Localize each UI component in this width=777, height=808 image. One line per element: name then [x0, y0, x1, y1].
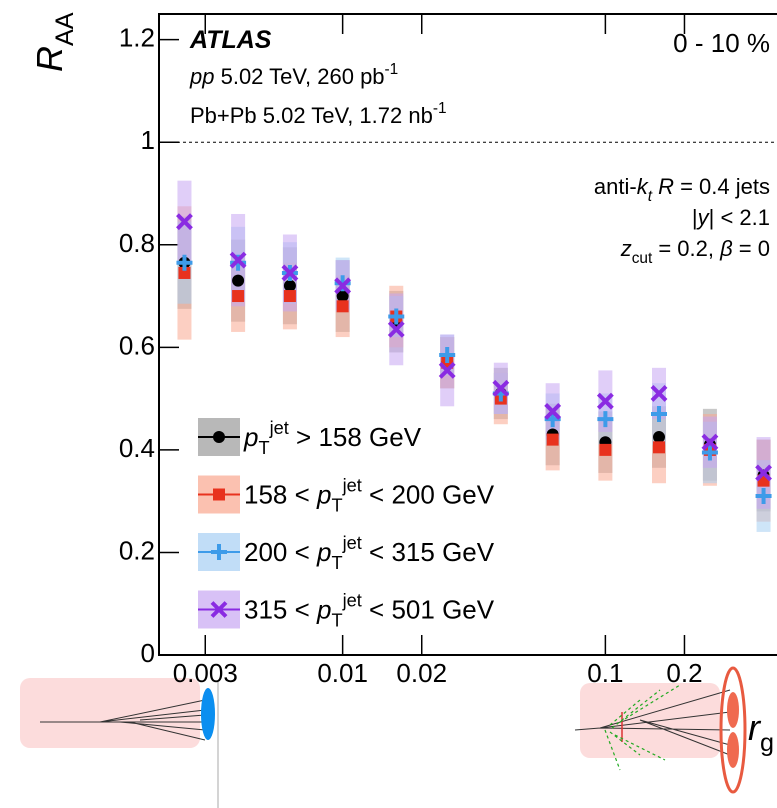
legend-marker [213, 488, 225, 501]
y-tick-label: 0.8 [119, 228, 155, 258]
x-tick-label: 0.2 [666, 658, 702, 688]
marker [388, 308, 405, 325]
marker [755, 488, 772, 505]
marker [650, 385, 668, 402]
marker [544, 403, 562, 420]
marker [176, 254, 193, 271]
marker [653, 441, 666, 454]
marker [596, 392, 614, 410]
marker [653, 431, 666, 444]
annotation: 0 - 10 % [673, 28, 770, 58]
legend-label: 158 < pTjet < 200 GeV [244, 475, 495, 515]
x-axis-label: rg [748, 707, 774, 757]
jet-diagram-right [574, 666, 747, 794]
legend-label: 200 < pTjet < 315 GeV [244, 533, 495, 573]
plot-frame [158, 13, 777, 656]
marker [651, 405, 668, 422]
x-tick-label: 0.01 [317, 658, 368, 688]
marker [439, 347, 456, 364]
annotation: anti-kt R = 0.4 jets [594, 174, 770, 205]
marker [176, 213, 193, 231]
marker [597, 411, 614, 428]
legend-marker [210, 601, 228, 618]
marker [283, 279, 296, 292]
marker [281, 264, 299, 282]
marker [178, 266, 191, 279]
marker [283, 290, 296, 303]
marker [387, 320, 405, 338]
marker [546, 433, 559, 446]
x-tick-label: 0.1 [587, 658, 623, 688]
x-tick-label: 0.003 [173, 658, 238, 688]
marker [232, 290, 245, 303]
y-tick-label: 0.4 [119, 433, 155, 463]
marker [229, 251, 247, 269]
jet-diagram-left [20, 678, 219, 808]
legend-label: 315 < pTjet < 501 GeV [244, 590, 495, 630]
y-tick-label: 1.2 [119, 23, 155, 53]
x-tick-label: 0.02 [396, 658, 447, 688]
annotation: pp 5.02 TeV, 260 pb-1 [189, 61, 398, 89]
annotation: Pb+Pb 5.02 TeV, 1.72 nb-1 [190, 100, 447, 128]
marker [599, 443, 612, 456]
y-tick-label: 0.6 [119, 330, 155, 360]
marker [232, 274, 245, 287]
annotation: |y| < 2.1 [692, 205, 770, 230]
legend-marker [213, 431, 225, 443]
legend-label: pTjet > 158 GeV [243, 418, 422, 458]
legend-marker [211, 544, 227, 560]
marker [334, 277, 352, 295]
marker [701, 444, 718, 461]
marker [336, 300, 349, 313]
y-tick-label: 0 [141, 638, 155, 668]
marker [755, 464, 772, 482]
marker [438, 361, 456, 379]
y-tick-label: 0.2 [119, 535, 155, 565]
chart-title: ATLAS [189, 26, 272, 54]
y-axis-label: RAA [29, 12, 79, 72]
annotation: zcut = 0.2, β = 0 [620, 236, 770, 267]
y-tick-label: 1 [141, 125, 155, 155]
marker [701, 433, 719, 451]
marker [336, 290, 349, 303]
marker [492, 379, 510, 397]
